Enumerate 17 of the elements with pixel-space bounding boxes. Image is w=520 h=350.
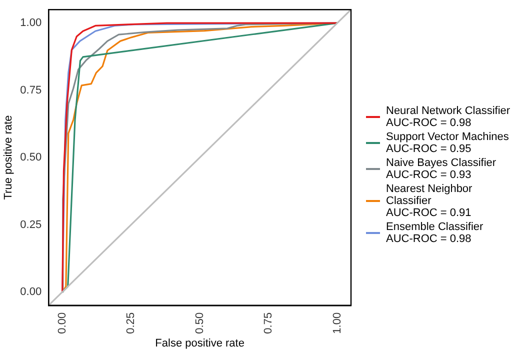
x-tick-label: 0.00: [56, 312, 68, 334]
legend-label: Support Vector Machines AUC-ROC = 0.95: [386, 131, 509, 155]
legend-label: Neural Network Classifier AUC-ROC = 0.98: [386, 105, 510, 129]
x-tick-label: 1.00: [331, 312, 344, 334]
x-tick-label: 0.75: [262, 312, 275, 334]
legend-label: Nearest Neighbor Classifier AUC-ROC = 0.91: [386, 183, 474, 219]
x-axis-title: False positive rate: [155, 337, 244, 350]
x-tick-label: 0.50: [194, 312, 206, 334]
y-tick-label: 0.25: [20, 218, 42, 231]
y-tick-label: 0.75: [20, 84, 42, 96]
y-tick-label: 1.00: [20, 17, 42, 30]
x-tick-label: 0.25: [125, 312, 138, 334]
y-axis-title: True positive rate: [2, 115, 15, 200]
legend-label: Naive Bayes Classifier AUC-ROC = 0.93: [386, 157, 496, 181]
legend-label: Ensemble Classifier AUC-ROC = 0.98: [386, 221, 484, 245]
y-tick-label: 0.50: [20, 152, 42, 164]
y-tick-label: 0.00: [20, 286, 42, 298]
